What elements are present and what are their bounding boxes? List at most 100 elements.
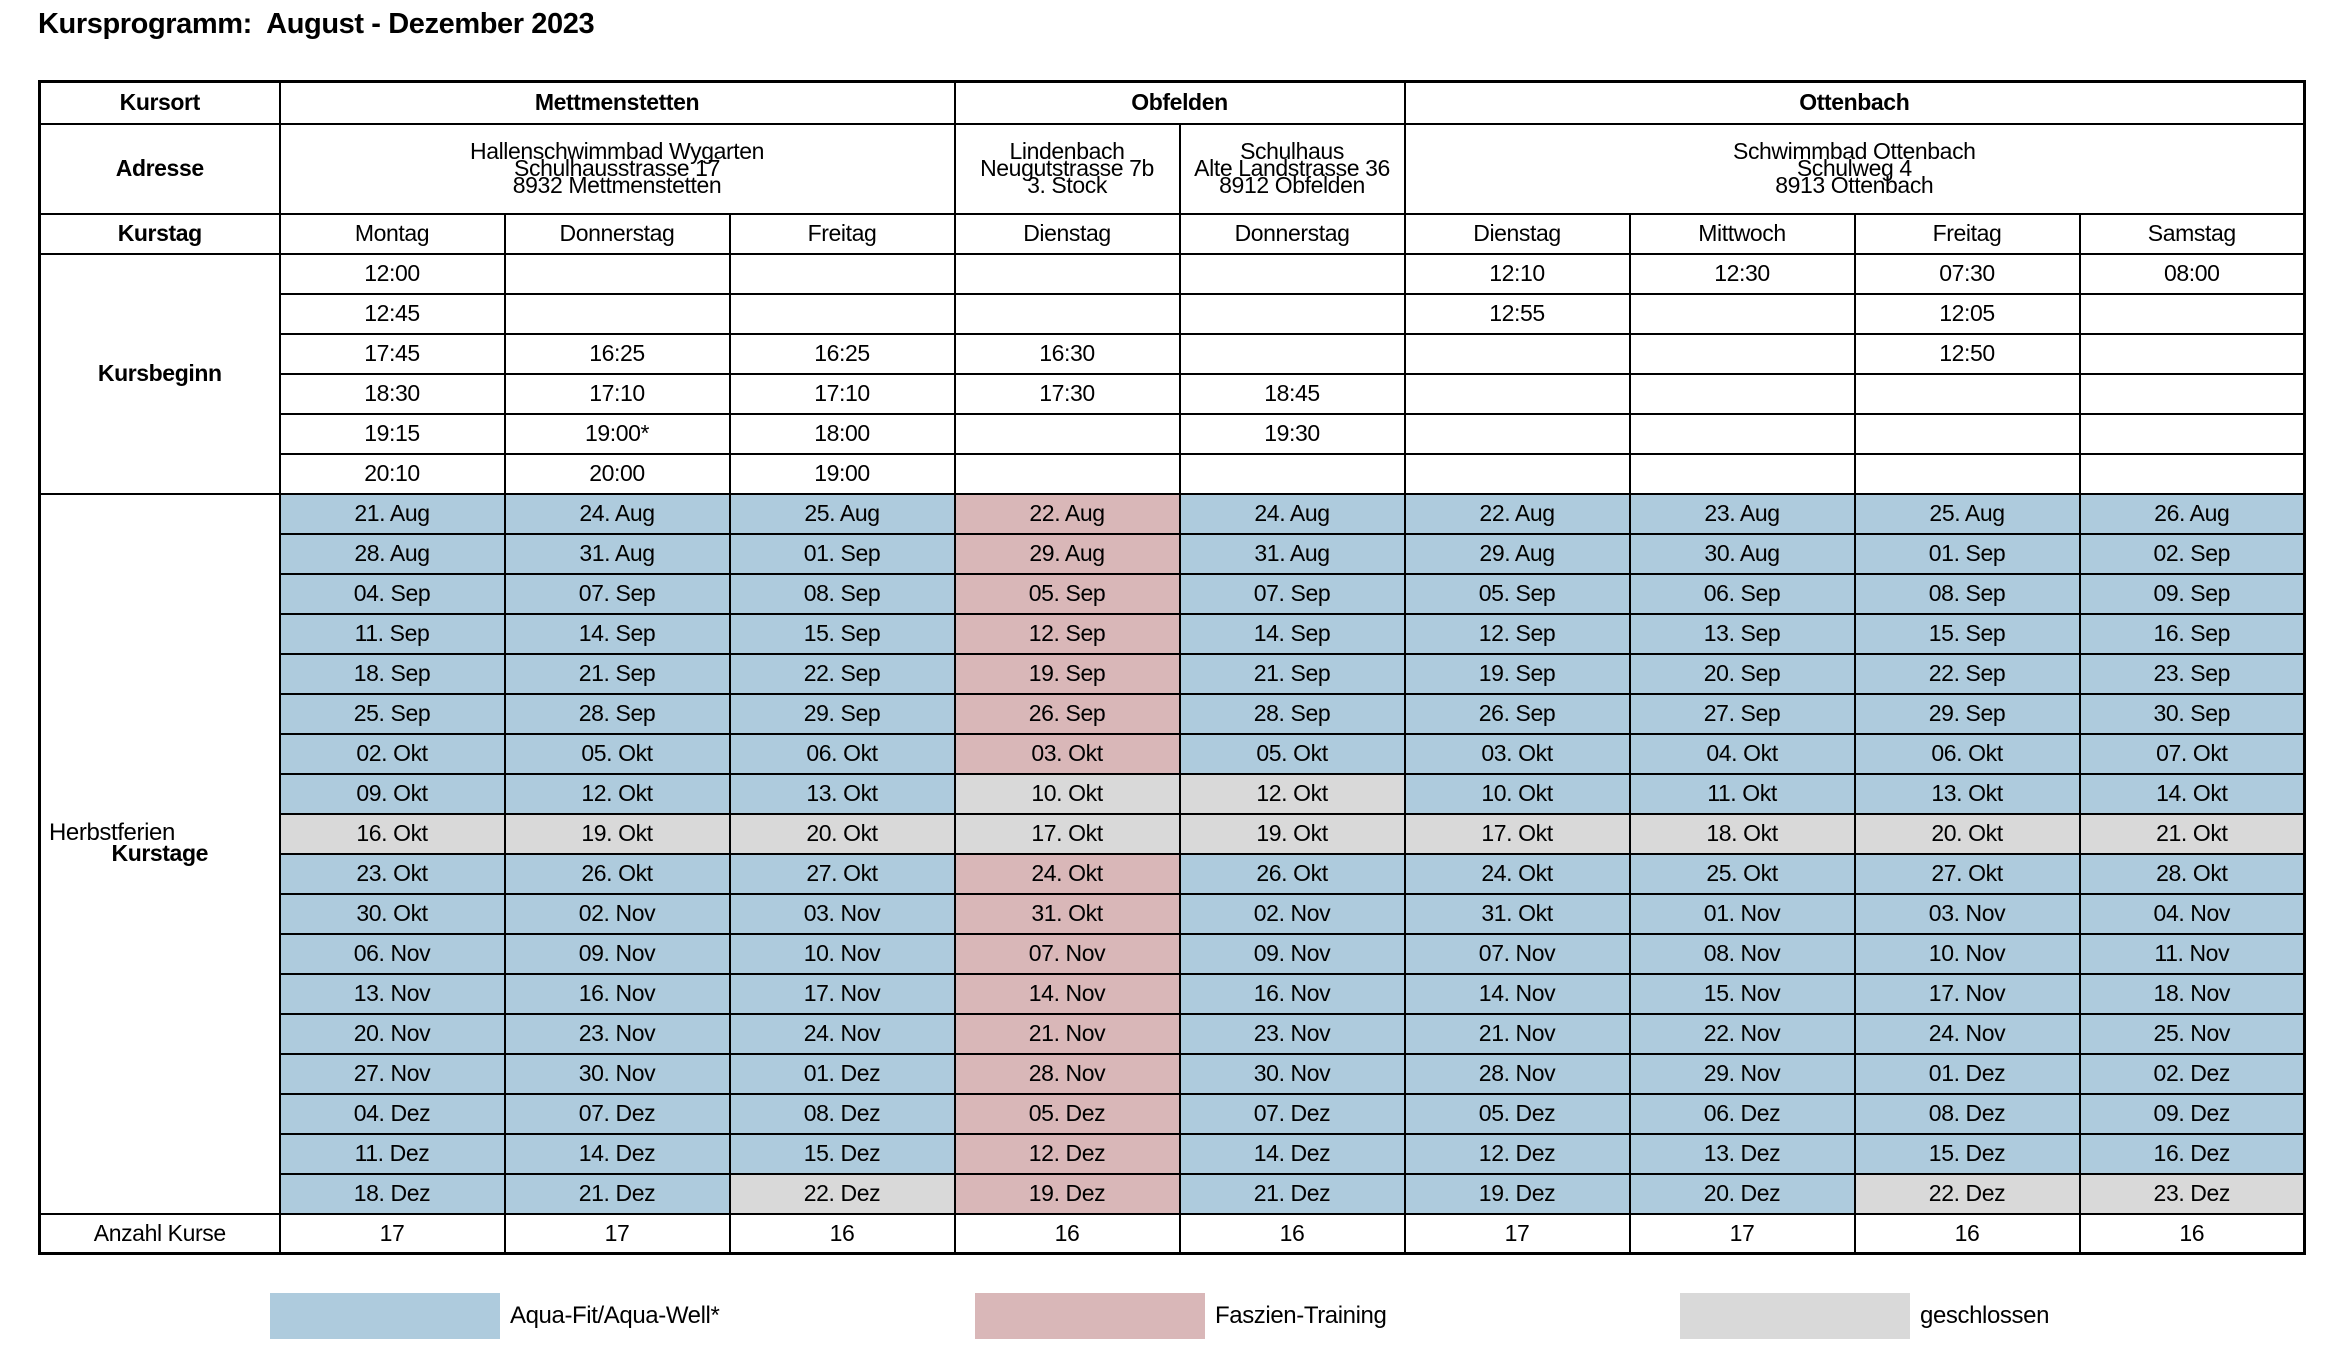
count-cell: 16 (953, 1212, 1181, 1255)
anzahl-kurse-row: Anzahl Kurse 17 17 16 16 16 17 17 16 16 (38, 1212, 2306, 1255)
address-line: Schulweg 4 (1796, 155, 1912, 181)
date-cell: 12. Dez (953, 1132, 1181, 1175)
date-cell: 09. Nov (503, 932, 731, 975)
time-cell (1178, 252, 1406, 295)
date-cell: 27. Sep (1628, 692, 1856, 735)
date-cell: 16. Sep (2078, 612, 2306, 655)
date-cell: 12. Dez (1403, 1132, 1631, 1175)
time-cell (1853, 372, 2081, 415)
date-cell: 30. Nov (503, 1052, 731, 1095)
time-cell: 17:10 (728, 372, 956, 415)
date-cell: 23. Aug (1628, 492, 1856, 535)
time-cell (728, 292, 956, 335)
time-cell: 12:55 (1403, 292, 1631, 335)
address-line: Alte Landstrasse 36 (1194, 155, 1390, 181)
date-cell: 01. Sep (1853, 532, 2081, 575)
date-cell: 22. Aug (953, 492, 1181, 535)
date-cell: 08. Dez (728, 1092, 956, 1135)
date-cell: 23. Okt (278, 852, 506, 895)
kurstage-row: 04. Dez 07. Dez 08. Dez 05. Dez 07. Dez 05. D… (40, 1092, 2306, 1135)
kurstage-row: 25. Sep 28. Sep 29. Sep 26. Sep 28. Sep 26. S… (40, 692, 2306, 735)
date-cell: 03. Okt (1403, 732, 1631, 775)
date-cell: 22. Dez (728, 1172, 956, 1215)
legend-swatch-geschlossen (1680, 1293, 1910, 1339)
legend-label: Faszien-Training (1215, 1302, 1387, 1329)
date-cell: 06. Dez (1628, 1092, 1856, 1135)
date-cell: 23. Nov (1178, 1012, 1406, 1055)
date-cell: 20. Dez (1628, 1172, 1856, 1215)
date-cell: 07. Nov (953, 932, 1181, 975)
date-cell: 11. Dez (278, 1132, 506, 1175)
day-header-cell: Mittwoch (1628, 212, 1856, 255)
time-cell: 16:30 (953, 332, 1181, 375)
time-cell (503, 252, 731, 295)
date-cell: 22. Nov (1628, 1012, 1856, 1055)
herbstferien-label: Herbstferien (49, 818, 175, 846)
date-cell: 01. Dez (1853, 1052, 2081, 1095)
date-cell: 07. Okt (2078, 732, 2306, 775)
address-cell: Schwimmbad Ottenbach Schulweg 4 8913 Otten… (1403, 122, 2306, 215)
date-cell: 21. Nov (953, 1012, 1181, 1055)
date-cell: 29. Nov (1628, 1052, 1856, 1095)
address-line: 8932 Mettmenstetten (512, 172, 722, 198)
legend-item-faszien_training: Faszien-Training (975, 1293, 1387, 1339)
count-cell: 17 (1628, 1212, 1856, 1255)
date-cell: 21. Aug (278, 492, 506, 535)
count-cell: 16 (2078, 1212, 2306, 1255)
date-cell: 21. Dez (503, 1172, 731, 1215)
count-cell: 16 (728, 1212, 956, 1255)
date-cell: 07. Sep (1178, 572, 1406, 615)
date-cell: 20. Okt (1853, 812, 2081, 855)
date-cell: 16. Nov (1178, 972, 1406, 1015)
address-line: 3. Stock (1027, 172, 1107, 198)
date-cell: 22. Sep (1853, 652, 2081, 695)
day-header-cell: Montag (278, 212, 506, 255)
kursort-label: Kursort (38, 80, 281, 125)
date-cell: 21. Okt (2078, 812, 2306, 855)
address-line: 8913 Ottenbach (1775, 172, 1934, 198)
date-cell: 03. Nov (728, 892, 956, 935)
date-cell: 26. Aug (2078, 492, 2306, 535)
kurstage-row: 20. Nov 23. Nov 24. Nov 21. Nov 23. Nov 21. N… (40, 1012, 2306, 1055)
date-cell: 26. Okt (1178, 852, 1406, 895)
day-header-cell: Freitag (1853, 212, 2081, 255)
date-cell: 21. Dez (1178, 1172, 1406, 1215)
legend-label: geschlossen (1920, 1302, 2050, 1329)
date-cell: 14. Okt (2078, 772, 2306, 815)
date-cell: 30. Aug (1628, 532, 1856, 575)
date-cell: 14. Nov (1403, 972, 1631, 1015)
date-cell: 28. Nov (1403, 1052, 1631, 1095)
date-cell: 28. Nov (953, 1052, 1181, 1095)
kurstage-row: 18. Sep 21. Sep 22. Sep 19. Sep 21. Sep 19. S… (40, 652, 2306, 695)
time-cell (2078, 372, 2306, 415)
date-cell: 18. Nov (2078, 972, 2306, 1015)
kursbeginn-row: 18:30 17:10 17:10 17:30 18:45 (40, 372, 2306, 415)
address-line: Schulhausstrasse 17 (514, 155, 720, 181)
count-cell: 17 (1403, 1212, 1631, 1255)
date-cell: 20. Sep (1628, 652, 1856, 695)
date-cell: 29. Aug (953, 532, 1181, 575)
date-cell: 12. Okt (1178, 772, 1406, 815)
time-cell: 12:45 (278, 292, 506, 335)
date-cell: 19. Okt (1178, 812, 1406, 855)
time-cell: 19:30 (1178, 412, 1406, 455)
day-header-cell: Donnerstag (1178, 212, 1406, 255)
date-cell: 02. Nov (503, 892, 731, 935)
time-cell (1628, 452, 1856, 495)
time-cell (1853, 452, 2081, 495)
kurstage-row: 11. Sep 14. Sep 15. Sep 12. Sep 14. Sep 12. S… (40, 612, 2306, 655)
kursbeginn-row: 20:10 20:00 19:00 (40, 452, 2306, 495)
date-cell: 23. Sep (2078, 652, 2306, 695)
address-line: Schwimmbad Ottenbach (1733, 138, 1976, 164)
date-cell: 04. Okt (1628, 732, 1856, 775)
location-header-ottenbach: Ottenbach (1403, 80, 2306, 125)
kurstage-label-cell: Kurstage Herbstferien (38, 492, 281, 1215)
time-cell: 12:50 (1853, 332, 2081, 375)
time-cell: 20:10 (278, 452, 506, 495)
date-cell: 08. Sep (728, 572, 956, 615)
date-cell: 18. Okt (1628, 812, 1856, 855)
date-cell: 06. Sep (1628, 572, 1856, 615)
date-cell: 19. Okt (503, 812, 731, 855)
date-cell: 12. Sep (1403, 612, 1631, 655)
